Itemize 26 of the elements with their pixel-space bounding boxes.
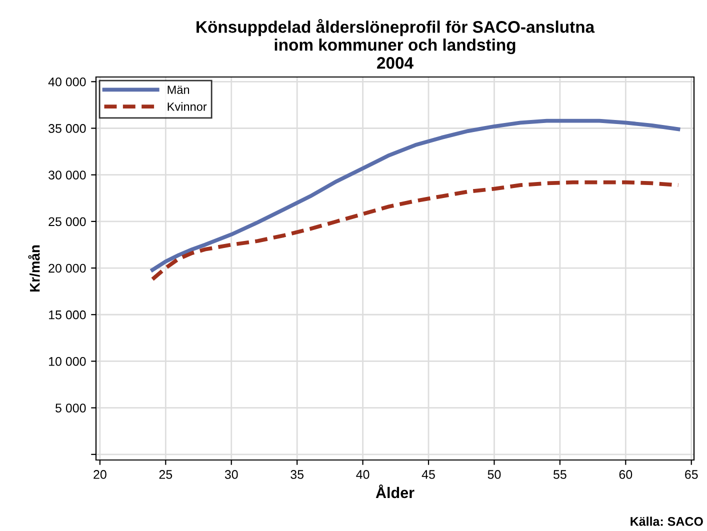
line-series [150,180,680,282]
x-tick-label: 45 [422,470,435,479]
y-tick-label: 25 000 [48,217,86,226]
legend-label: Män [168,86,190,94]
y-tick-label: 30 000 [48,170,86,180]
x-tick-label: 30 [224,470,238,479]
chart-title: Könsuppdelad ålderslöneprofil för SACO-anslutna inom kommuner och landsting 2004 [196,18,595,69]
y-axis-title: Kr/mån [28,245,40,292]
x-tick-label: 55 [553,470,566,479]
text: Källa: SACO [630,516,703,526]
x-tick-label: 65 [685,470,698,479]
x-tick-label: 20 [94,470,106,479]
x-tick-label: 25 [159,470,172,479]
y-tick-label: 40 000 [48,77,86,86]
y-tick-label: 15 000 [49,310,86,320]
x-tick-label: 60 [619,470,632,479]
x-axis-title: Ålder [376,484,414,498]
x-tick-label: 50 [488,470,501,479]
y-tick-label: 20 000 [48,264,86,273]
x-tick-label: 35 [290,470,304,479]
y-tick-label: 35 000 [48,124,86,133]
legend-label: Kvinnor [168,102,207,111]
line-series [150,118,680,272]
x-tick-label: 40 [356,470,370,479]
y-tick-label: 10 000 [49,357,86,366]
y-tick-label: 5 000 [56,404,86,412]
